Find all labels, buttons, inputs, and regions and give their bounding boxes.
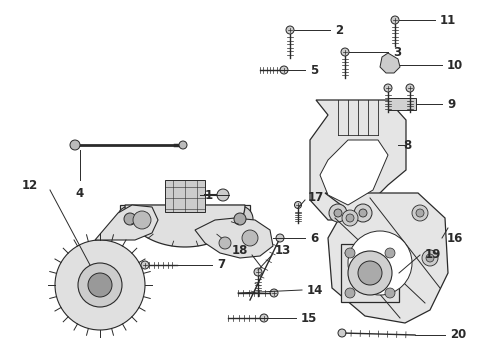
- Circle shape: [345, 288, 355, 298]
- Text: 1: 1: [205, 189, 213, 202]
- Text: 16: 16: [447, 231, 464, 244]
- Polygon shape: [380, 53, 400, 73]
- Polygon shape: [195, 218, 273, 258]
- Circle shape: [124, 213, 136, 225]
- Circle shape: [133, 211, 151, 229]
- Text: 11: 11: [440, 14, 456, 27]
- Text: 6: 6: [310, 231, 318, 244]
- Circle shape: [254, 268, 262, 276]
- Circle shape: [416, 209, 424, 217]
- Circle shape: [219, 237, 231, 249]
- Text: 8: 8: [403, 139, 411, 152]
- Circle shape: [329, 204, 347, 222]
- Text: 3: 3: [393, 45, 401, 59]
- Circle shape: [348, 251, 392, 295]
- Text: 18: 18: [232, 243, 248, 257]
- Circle shape: [217, 189, 229, 201]
- Circle shape: [286, 26, 294, 34]
- Circle shape: [280, 66, 288, 74]
- Bar: [120, 205, 250, 233]
- Bar: [341, 244, 399, 302]
- Circle shape: [227, 206, 253, 232]
- Circle shape: [385, 288, 395, 298]
- Text: 5: 5: [310, 63, 318, 77]
- Circle shape: [88, 273, 112, 297]
- Circle shape: [179, 141, 187, 149]
- Circle shape: [270, 289, 278, 297]
- Circle shape: [348, 231, 412, 295]
- Text: 15: 15: [301, 311, 318, 324]
- Circle shape: [391, 16, 399, 24]
- Circle shape: [70, 140, 80, 150]
- Text: 9: 9: [447, 98, 455, 111]
- Polygon shape: [95, 205, 158, 240]
- Polygon shape: [325, 193, 448, 323]
- Circle shape: [260, 314, 268, 322]
- Circle shape: [242, 230, 258, 246]
- Text: 13: 13: [275, 243, 291, 257]
- Circle shape: [406, 84, 414, 92]
- Circle shape: [345, 248, 355, 258]
- Circle shape: [341, 48, 349, 56]
- Circle shape: [384, 84, 392, 92]
- Circle shape: [334, 209, 342, 217]
- Text: 19: 19: [425, 248, 441, 261]
- Circle shape: [422, 250, 438, 266]
- Circle shape: [294, 202, 301, 208]
- Circle shape: [78, 263, 122, 307]
- Circle shape: [358, 261, 382, 285]
- Text: 7: 7: [217, 258, 225, 271]
- Text: 12: 12: [22, 179, 38, 192]
- Circle shape: [276, 234, 284, 242]
- Bar: [388, 98, 416, 110]
- Circle shape: [234, 213, 246, 225]
- Bar: [165, 180, 205, 212]
- Circle shape: [55, 240, 145, 330]
- Text: 17: 17: [308, 190, 324, 203]
- Text: 14: 14: [307, 284, 323, 297]
- Polygon shape: [320, 140, 388, 205]
- Circle shape: [385, 248, 395, 258]
- Circle shape: [426, 254, 434, 262]
- Circle shape: [412, 205, 428, 221]
- Text: 2: 2: [335, 23, 343, 36]
- Circle shape: [354, 204, 372, 222]
- Circle shape: [117, 206, 143, 232]
- Circle shape: [141, 261, 149, 269]
- Circle shape: [346, 214, 354, 222]
- Polygon shape: [125, 205, 245, 247]
- Circle shape: [338, 329, 346, 337]
- Circle shape: [342, 210, 358, 226]
- Text: 4: 4: [76, 186, 84, 199]
- Circle shape: [359, 209, 367, 217]
- Text: 20: 20: [450, 328, 466, 342]
- Text: 10: 10: [447, 59, 463, 72]
- Polygon shape: [310, 100, 406, 220]
